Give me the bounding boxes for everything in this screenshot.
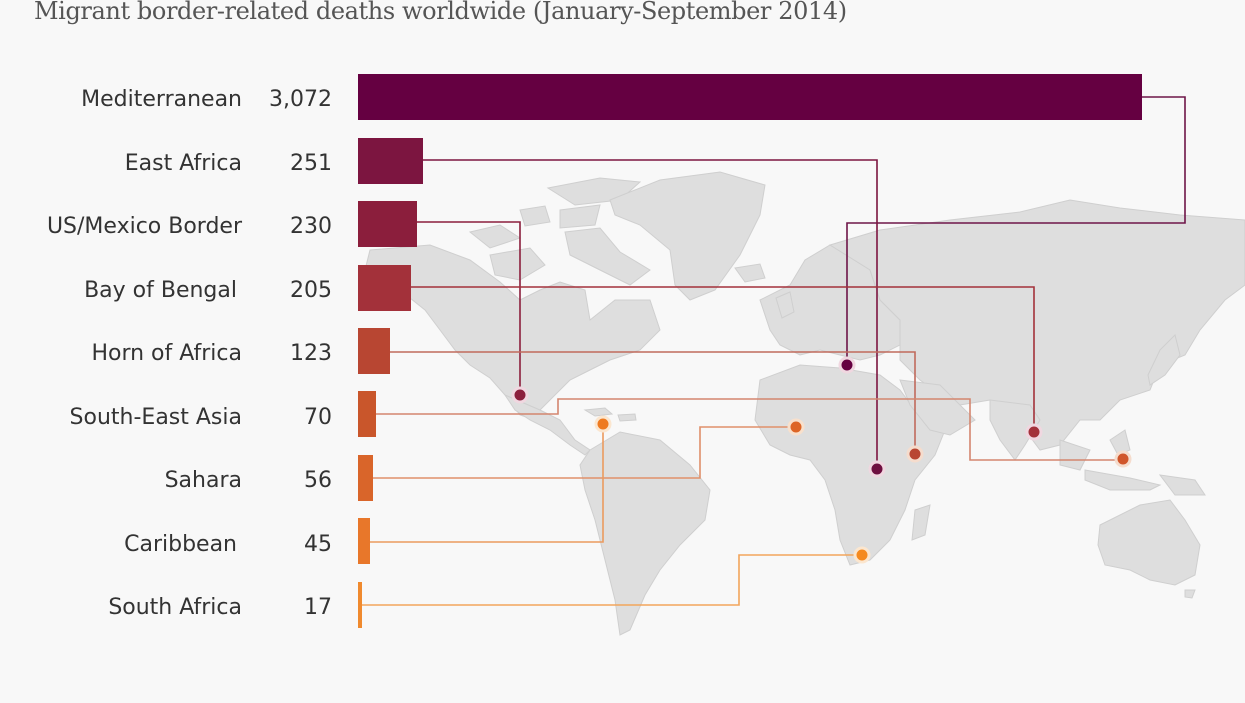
label-caribbean: Caribbean bbox=[124, 532, 237, 557]
bar-south-africa bbox=[358, 582, 362, 628]
value-sahara: 56 bbox=[304, 468, 332, 493]
bar-us-mexico-border bbox=[358, 201, 417, 247]
dot-south-africa bbox=[853, 546, 871, 564]
dot-caribbean bbox=[594, 415, 612, 433]
value-south-africa: 17 bbox=[304, 595, 332, 620]
bar-east-africa bbox=[358, 138, 423, 184]
bar-bay-of-bengal bbox=[358, 265, 411, 311]
dot-sahara bbox=[787, 418, 805, 436]
bar-caribbean bbox=[358, 518, 370, 564]
bar-horn-of-africa bbox=[358, 328, 390, 374]
value-bay-of-bengal: 205 bbox=[290, 278, 332, 303]
label-south-africa: South Africa bbox=[108, 595, 242, 620]
dot-bay-of-bengal bbox=[1025, 423, 1043, 441]
label-east-africa: East Africa bbox=[124, 151, 242, 176]
label-us-mexico-border: US/Mexico Border bbox=[46, 214, 242, 239]
value-mediterranean: 3,072 bbox=[269, 87, 332, 112]
label-mediterranean: Mediterranean bbox=[81, 87, 242, 112]
leader-lines bbox=[362, 96, 1186, 606]
value-east-africa: 251 bbox=[290, 151, 332, 176]
location-dots bbox=[511, 356, 1132, 564]
value-caribbean: 45 bbox=[304, 532, 332, 557]
value-us-mexico-border: 230 bbox=[290, 214, 332, 239]
bar-mediterranean bbox=[358, 74, 1142, 120]
dot-horn-of-africa bbox=[906, 445, 924, 463]
value-south-east-asia: 70 bbox=[304, 405, 332, 430]
dot-mediterranean bbox=[838, 356, 856, 374]
label-south-east-asia: South-East Asia bbox=[69, 405, 242, 430]
label-horn-of-africa: Horn of Africa bbox=[91, 341, 242, 366]
bars bbox=[358, 74, 1142, 628]
dot-us-mexico-border bbox=[511, 386, 529, 404]
dot-south-east-asia bbox=[1114, 450, 1132, 468]
label-bay-of-bengal: Bay of Bengal bbox=[84, 278, 237, 303]
bar-south-east-asia bbox=[358, 391, 376, 437]
world-map bbox=[364, 171, 1245, 636]
bar-sahara bbox=[358, 455, 373, 501]
label-sahara: Sahara bbox=[164, 468, 242, 493]
dot-east-africa bbox=[868, 460, 886, 478]
chart-title: Migrant border-related deaths worldwide … bbox=[34, 0, 847, 25]
value-horn-of-africa: 123 bbox=[290, 341, 332, 366]
